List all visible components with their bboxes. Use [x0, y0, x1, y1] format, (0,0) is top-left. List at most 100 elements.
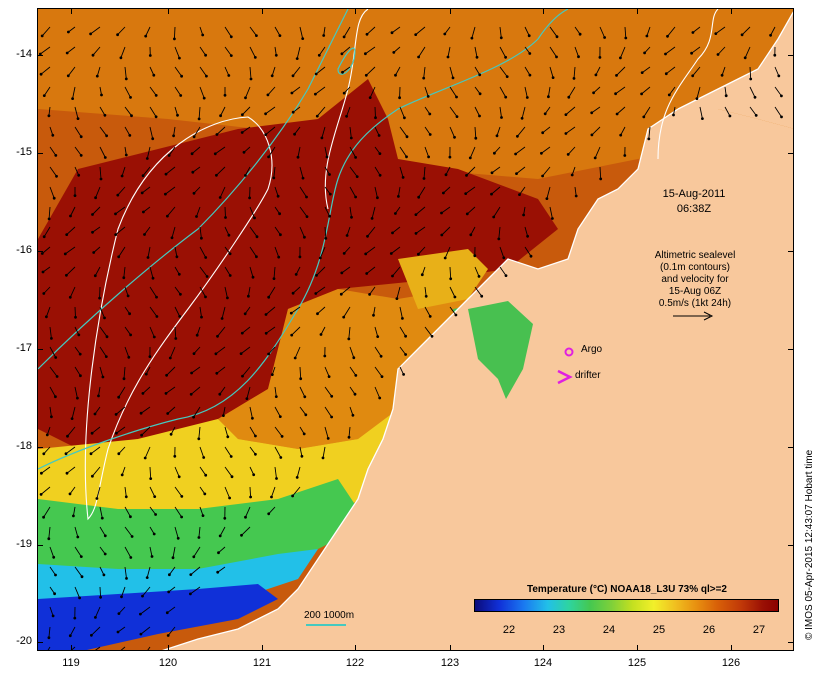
velocity-arrow	[217, 566, 226, 573]
velocity-arrowhead	[176, 536, 180, 540]
velocity-arrow	[599, 26, 606, 38]
drifter-label: drifter	[575, 370, 601, 381]
velocity-arrow	[296, 466, 301, 478]
velocity-arrowhead	[239, 352, 243, 355]
colorbar-title: Temperature (°C) NOAA18_L3U 73% ql>=2	[527, 584, 727, 595]
velocity-arrowhead	[302, 432, 306, 436]
velocity-arrow	[249, 426, 256, 437]
velocity-arrow	[198, 106, 201, 119]
velocity-arrow	[741, 26, 751, 36]
velocity-arrowhead	[372, 313, 375, 317]
land-mass-ne	[678, 12, 793, 129]
velocity-arrowhead	[270, 74, 274, 78]
velocity-arrowhead	[354, 156, 357, 159]
velocity-arrow	[124, 286, 129, 297]
velocity-arrowhead	[355, 175, 359, 179]
velocity-arrowhead	[129, 556, 133, 559]
velocity-arrowhead	[170, 236, 174, 240]
velocity-arrow	[369, 286, 376, 295]
velocity-arrowhead	[169, 432, 173, 436]
velocity-arrow	[74, 566, 83, 577]
velocity-arrow	[199, 66, 207, 77]
velocity-arrowhead	[129, 515, 132, 519]
velocity-arrow	[191, 146, 201, 155]
velocity-arrowhead	[224, 216, 227, 219]
velocity-arrow	[667, 26, 676, 37]
velocity-arrow	[149, 126, 154, 139]
velocity-arrowhead	[345, 114, 348, 118]
velocity-arrow	[324, 226, 327, 239]
velocity-arrowhead	[304, 413, 308, 417]
velocity-arrowhead	[465, 212, 469, 216]
velocity-arrowhead	[65, 471, 69, 475]
velocity-arrow	[120, 46, 126, 58]
velocity-arrowhead	[89, 452, 93, 456]
velocity-arrowhead	[428, 112, 432, 116]
velocity-arrowhead	[499, 36, 503, 40]
velocity-arrow	[341, 266, 351, 274]
velocity-arrowhead	[120, 174, 124, 178]
velocity-arrowhead	[192, 555, 196, 559]
velocity-arrow	[90, 26, 101, 35]
velocity-arrow	[565, 106, 576, 115]
velocity-arrow	[668, 86, 676, 96]
velocity-arrow	[573, 66, 576, 79]
latitude-tick-label: -16	[16, 244, 32, 256]
velocity-arrow	[216, 126, 226, 135]
velocity-arrowhead	[77, 333, 81, 337]
velocity-arrow	[444, 246, 451, 259]
velocity-arrowhead	[98, 296, 101, 300]
velocity-arrow	[217, 326, 226, 337]
velocity-arrowhead	[166, 214, 169, 218]
velocity-arrowhead	[264, 112, 267, 116]
velocity-arrowhead	[244, 174, 247, 177]
velocity-arrowhead	[114, 413, 118, 416]
velocity-arrow	[324, 406, 332, 418]
velocity-arrow	[174, 86, 182, 96]
velocity-arrowhead	[251, 416, 254, 420]
velocity-arrow	[524, 226, 529, 237]
velocity-arrow	[124, 106, 132, 116]
velocity-arrowhead	[54, 395, 57, 399]
velocity-arrowhead	[446, 55, 450, 59]
velocity-arrowhead	[248, 196, 252, 200]
velocity-arrow	[418, 246, 426, 255]
velocity-arrowhead	[253, 216, 256, 220]
velocity-arrow	[499, 46, 506, 58]
velocity-arrowhead	[40, 252, 44, 255]
velocity-arrow	[91, 626, 101, 636]
velocity-arrow	[74, 306, 76, 318]
velocity-arrow	[374, 386, 381, 399]
velocity-arrow	[441, 226, 451, 236]
velocity-arrowhead	[117, 255, 121, 259]
velocity-arrow	[749, 66, 752, 80]
velocity-arrowhead	[195, 215, 198, 218]
velocity-arrow	[249, 226, 258, 237]
velocity-arrow	[149, 506, 156, 515]
velocity-arrow	[215, 346, 226, 355]
velocity-arrow	[198, 426, 201, 439]
velocity-arrowhead	[77, 173, 81, 177]
longitude-tick-label: 120	[158, 657, 178, 669]
velocity-arrow	[366, 26, 376, 35]
velocity-arrow	[174, 66, 182, 77]
velocity-arrow	[192, 166, 201, 173]
velocity-arrow	[99, 586, 102, 598]
velocity-arrow	[74, 146, 82, 156]
velocity-arrow	[273, 166, 276, 178]
velocity-arrow	[466, 166, 476, 176]
velocity-arrowhead	[603, 36, 606, 39]
velocity-arrow	[691, 46, 701, 54]
velocity-arrowhead	[54, 154, 58, 157]
velocity-arrowhead	[345, 234, 349, 237]
velocity-arrow	[69, 486, 76, 495]
velocity-arrowhead	[154, 94, 158, 97]
velocity-arrowhead	[570, 173, 574, 177]
velocity-arrow	[219, 386, 226, 395]
velocity-arrow	[399, 146, 407, 158]
velocity-arrow	[167, 406, 176, 414]
velocity-arrowhead	[227, 233, 231, 237]
velocity-arrow	[774, 66, 780, 77]
velocity-arrow	[299, 386, 306, 397]
velocity-arrowhead	[114, 212, 117, 216]
